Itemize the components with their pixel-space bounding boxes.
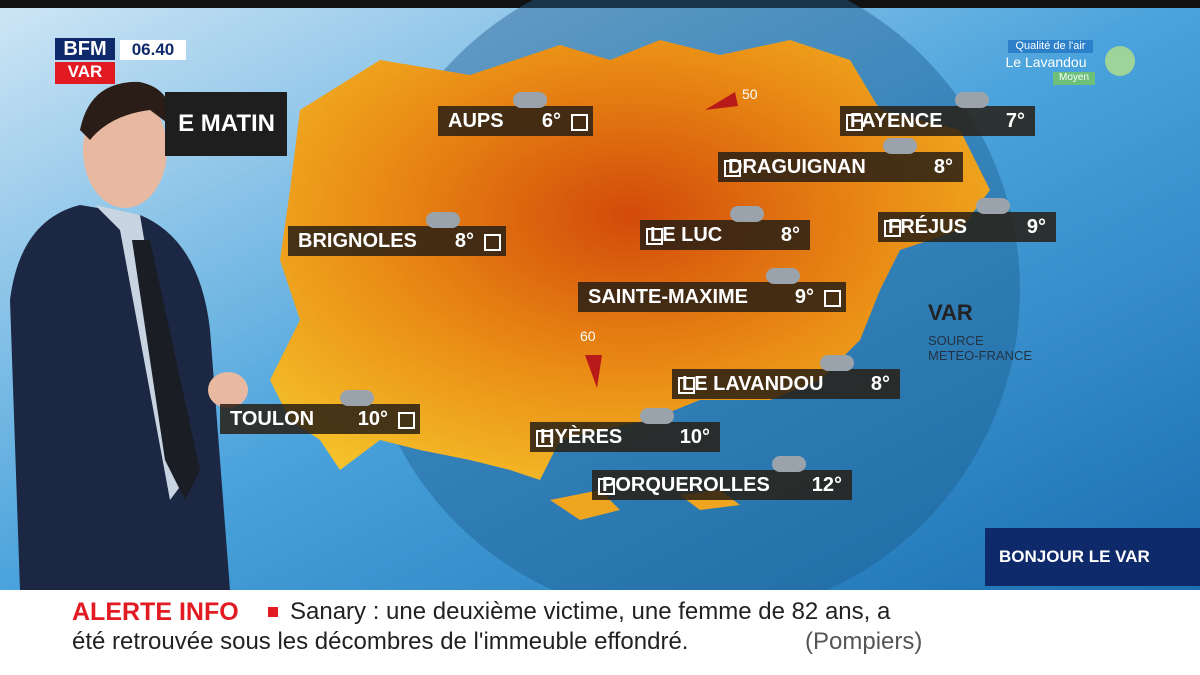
city-marker [824, 290, 841, 307]
air-quality-title: Qualité de l'air [1008, 40, 1093, 53]
city-label: SAINTE-MAXIME 9° [578, 282, 846, 312]
ticker-dot [268, 607, 278, 617]
city-name: LE LUC [650, 223, 723, 246]
city-temp: 8° [454, 229, 474, 252]
city-label: HYÈRES 10° [530, 422, 720, 452]
rain-icon [340, 390, 374, 406]
city-label: LE LUC 8° [640, 220, 810, 250]
city-name: FRÉJUS [888, 215, 967, 238]
ticker-source: (Pompiers) [805, 628, 923, 655]
source-line: SOURCE [928, 333, 984, 348]
map-background [0, 0, 1200, 590]
rain-icon [426, 212, 460, 228]
city-temp: 8° [933, 155, 953, 178]
city-temp: 8° [870, 372, 890, 395]
city-name: SAINTE-MAXIME [588, 285, 748, 308]
city-label: TOULON 10° [220, 404, 420, 434]
city-name: AUPS [448, 109, 504, 132]
city-marker [724, 160, 741, 177]
city-name: HYÈRES [540, 425, 623, 448]
rain-icon [820, 355, 854, 371]
city-name: DRAGUIGNAN [728, 155, 866, 178]
rain-icon [955, 92, 989, 108]
city-marker [484, 234, 501, 251]
rain-icon [513, 92, 547, 108]
air-quality-icon [1105, 46, 1135, 76]
rain-icon [883, 138, 917, 154]
air-quality-level: Moyen [1053, 72, 1095, 85]
ticker-line: été retrouvée sous les décombres de l'im… [72, 628, 689, 655]
wind-speed: 60 [580, 328, 596, 344]
city-temp: 10° [679, 425, 710, 448]
channel: VAR [55, 62, 115, 84]
city-temp: 8° [780, 223, 800, 246]
city-label: FRÉJUS 9° [878, 212, 1056, 242]
city-label: BRIGNOLES 8° [288, 226, 506, 256]
city-marker [571, 114, 588, 131]
rain-icon [976, 198, 1010, 214]
city-name: TOULON [230, 407, 315, 430]
city-temp: 9° [794, 285, 814, 308]
city-marker [536, 430, 553, 447]
city-name: PORQUEROLLES [602, 473, 770, 496]
city-marker [598, 478, 615, 495]
rain-icon [730, 206, 764, 222]
city-marker [398, 412, 415, 429]
ticker-line: Sanary : une deuxième victime, une femme… [290, 598, 891, 625]
city-name: LE LAVANDOU [682, 372, 824, 395]
city-temp: 12° [811, 473, 842, 496]
city-marker [646, 228, 663, 245]
rain-icon [640, 408, 674, 424]
banner: BONJOUR LE VAR [985, 528, 1200, 586]
air-quality-city: Le Lavandou [1005, 54, 1087, 70]
source-line: METEO-FRANCE [928, 348, 1032, 363]
city-name: FAYENCE [850, 109, 943, 132]
city-temp: 10° [357, 407, 388, 430]
city-temp: 7° [1005, 109, 1025, 132]
ticker-label: ALERTE INFO [72, 598, 239, 626]
city-temp: 9° [1026, 215, 1046, 238]
city-marker [884, 220, 901, 237]
city-label: DRAGUIGNAN 8° [718, 152, 963, 182]
rain-icon [772, 456, 806, 472]
region-label: VAR [928, 300, 973, 325]
city-label: AUPS 6° [438, 106, 593, 136]
ticker: ALERTE INFO Sanary : une deuxième victim… [0, 590, 1200, 675]
city-marker [678, 377, 695, 394]
segment-title: E MATIN [165, 92, 287, 156]
rain-icon [766, 268, 800, 284]
city-marker [846, 114, 863, 131]
city-label: FAYENCE 7° [840, 106, 1035, 136]
wind-speed: 50 [742, 86, 758, 102]
city-name: BRIGNOLES [298, 229, 417, 252]
city-label: LE LAVANDOU 8° [672, 369, 900, 399]
logo: BFM [55, 38, 115, 60]
city-temp: 6° [541, 109, 561, 132]
city-label: PORQUEROLLES 12° [592, 470, 852, 500]
time: 06.40 [120, 40, 186, 60]
